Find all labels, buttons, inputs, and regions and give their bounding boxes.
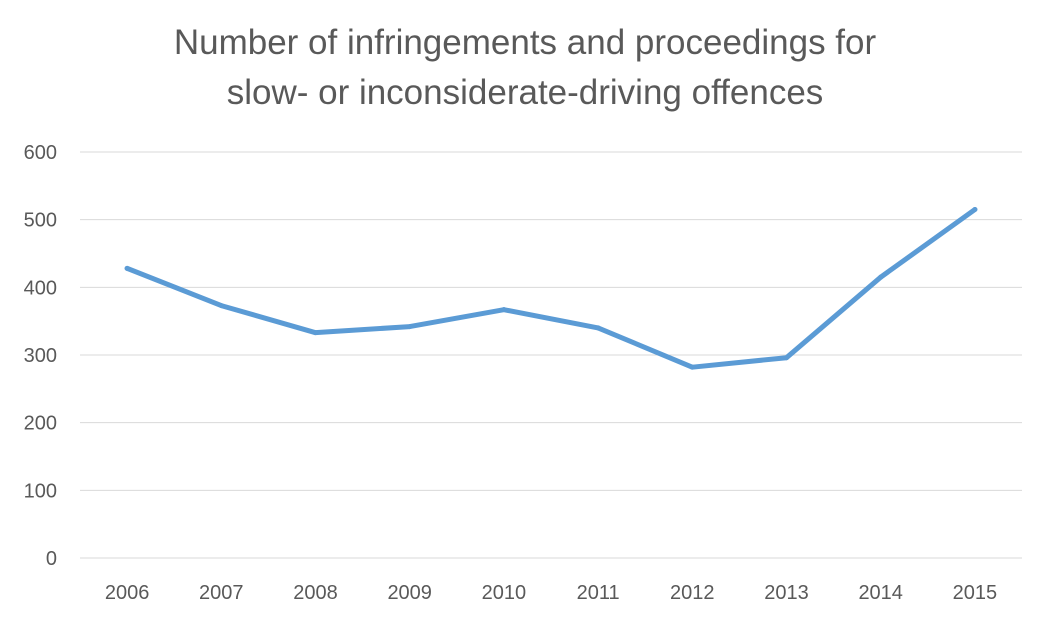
y-tick-label: 400 [24,277,57,299]
data-point [878,274,884,280]
data-point [784,355,789,361]
gridlines [80,151,1022,559]
y-tick-label: 200 [24,413,57,435]
y-axis-ticks: 0 100 200 300 400 500 600 [24,142,57,570]
series-line-0 [124,207,978,370]
x-tick-label: 2007 [199,582,244,604]
y-tick-label: 100 [24,480,57,502]
chart-title-line-1: Number of infringements and proceedings … [173,23,877,62]
x-tick-label: 2010 [482,582,527,604]
chart-title-line-2: slow- or inconsiderate-driving offences [226,73,824,112]
data-point [972,207,978,213]
y-tick-label: 0 [46,548,57,570]
x-tick-label: 2014 [858,582,903,604]
series-layer [124,207,978,370]
data-point [218,303,224,309]
x-tick-label: 2013 [764,582,809,604]
data-point [689,364,695,370]
data-point [313,330,318,336]
y-tick-label: 300 [24,345,57,367]
y-tick-label: 500 [24,210,57,232]
data-point [124,265,130,271]
data-point [501,307,507,313]
x-tick-label: 2012 [670,582,715,604]
x-axis-ticks: 2006 2007 2008 2009 2010 2011 2012 2013 2014 2015 [105,582,997,604]
x-tick-label: 2011 [577,582,620,604]
x-tick-label: 2006 [105,582,150,604]
data-point [407,324,413,330]
x-tick-label: 2015 [953,582,998,604]
x-tick-label: 2008 [293,582,338,604]
y-tick-label: 600 [24,142,57,164]
x-tick-label: 2009 [387,582,432,604]
data-point [595,325,601,331]
